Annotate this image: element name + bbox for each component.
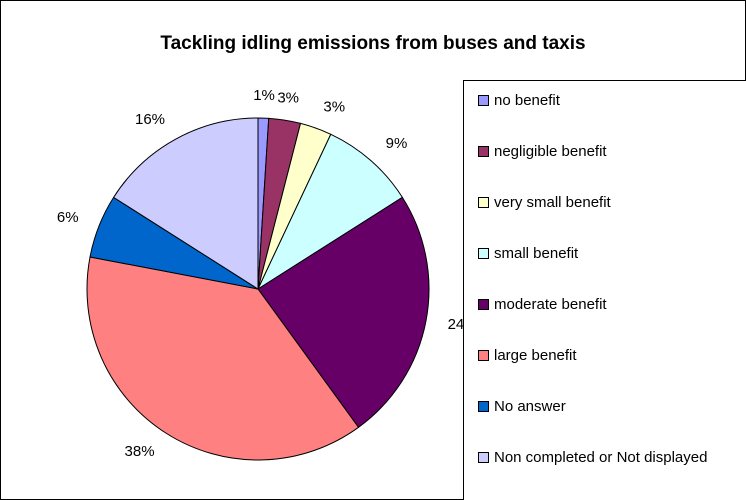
data-label: 9% [386, 135, 408, 152]
data-label: 38% [125, 443, 155, 460]
legend-item: No answer [478, 397, 718, 416]
legend-label: no benefit [494, 92, 560, 109]
legend-label: small benefit [494, 245, 579, 262]
legend-item: small benefit [478, 244, 718, 263]
pie-slice [112, 117, 259, 290]
legend-label: No answer [494, 398, 566, 415]
legend-label: moderate benefit [494, 296, 607, 313]
legend-item: negligible benefit [478, 142, 718, 161]
legend-item: large benefit [478, 346, 718, 365]
legend-swatch [478, 248, 489, 259]
legend-item: very small benefit [478, 193, 718, 212]
legend: no benefit negligible benefit very small b… [463, 80, 746, 500]
legend-label: very small benefit [494, 194, 611, 211]
data-label: 3% [277, 89, 299, 106]
pie-slice [257, 196, 430, 429]
chart-title: Tackling idling emissions from buses and… [160, 33, 585, 54]
legend-swatch [478, 452, 489, 463]
data-label: 3% [323, 98, 345, 115]
legend-swatch [478, 299, 489, 310]
legend-item: Non completed or Not displayed [478, 448, 718, 467]
legend-label: Non completed or Not displayed [494, 449, 708, 466]
legend-item: no benefit [478, 91, 718, 110]
data-label: 6% [57, 209, 79, 226]
legend-swatch [478, 401, 489, 412]
pie-slice [256, 133, 404, 291]
legend-label: large benefit [494, 347, 577, 364]
legend-swatch [478, 197, 489, 208]
data-label: 16% [135, 111, 165, 128]
pie-slice [86, 256, 360, 461]
legend-item: moderate benefit [478, 295, 718, 314]
legend-swatch [478, 350, 489, 361]
data-label: 1% [253, 87, 275, 104]
legend-swatch [478, 146, 489, 157]
legend-label: negligible benefit [494, 143, 607, 160]
legend-swatch [478, 95, 489, 106]
